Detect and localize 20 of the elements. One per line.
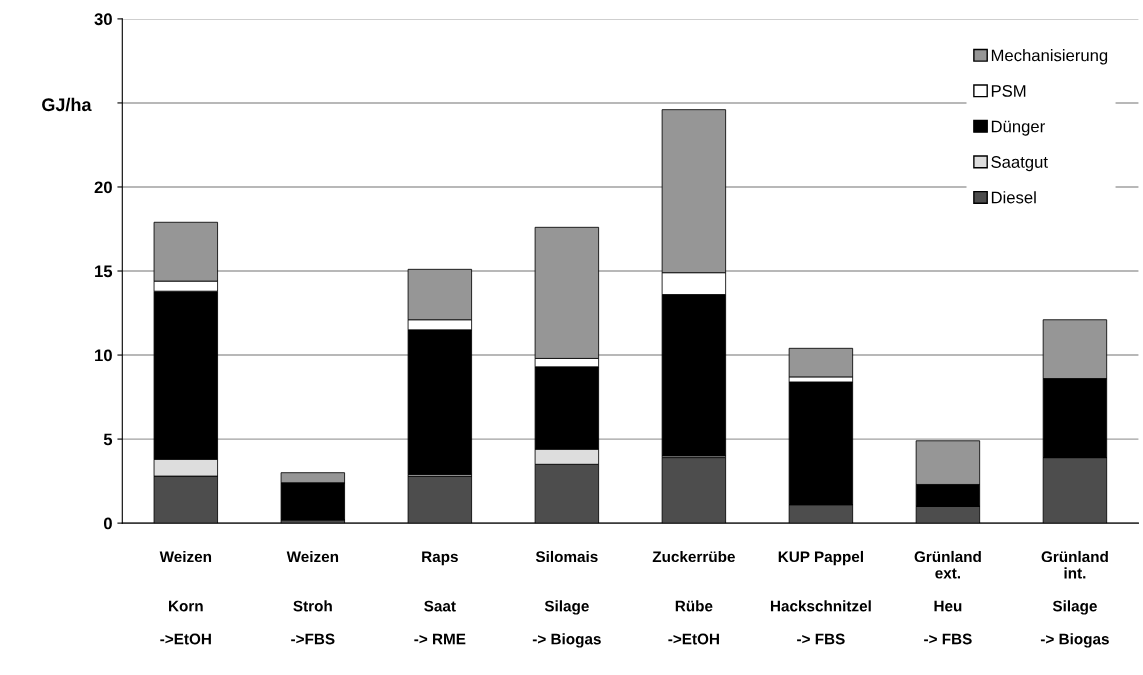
y-tick-label: 5: [103, 433, 113, 446]
y-tick-label: 10: [95, 349, 112, 362]
category-label: Grünland int. Silage -> Biogas: [1040, 550, 1109, 648]
legend-label: PSM: [991, 85, 1026, 97]
category-label: Weizen Stroh ->FBS: [286, 550, 339, 645]
category-label: Silomais Silage -> Biogas: [532, 550, 601, 648]
y-tick-label: 15: [95, 265, 113, 278]
y-tick-label: 30: [94, 13, 112, 26]
category-label: Raps Saat -> RME: [414, 551, 466, 645]
y-tick-label: 20: [94, 181, 112, 194]
category-label: Weizen Korn ->EtOH: [159, 550, 212, 645]
legend-label: Mechanisierung: [991, 49, 1108, 65]
y-axis-title: GJ/ha: [42, 97, 92, 112]
legend-label: Diesel: [991, 191, 1036, 204]
category-label: KUP Pappel Hackschnitzel -> FBS: [770, 550, 871, 645]
category-label: Grünland ext. Heu -> FBS: [914, 550, 981, 645]
category-label: Zuckerrübe Rübe ->EtOH: [652, 550, 735, 645]
legend-label: Saatgut: [991, 156, 1048, 172]
y-tick-label: 0: [103, 517, 112, 530]
legend-label: Dünger: [991, 120, 1045, 136]
